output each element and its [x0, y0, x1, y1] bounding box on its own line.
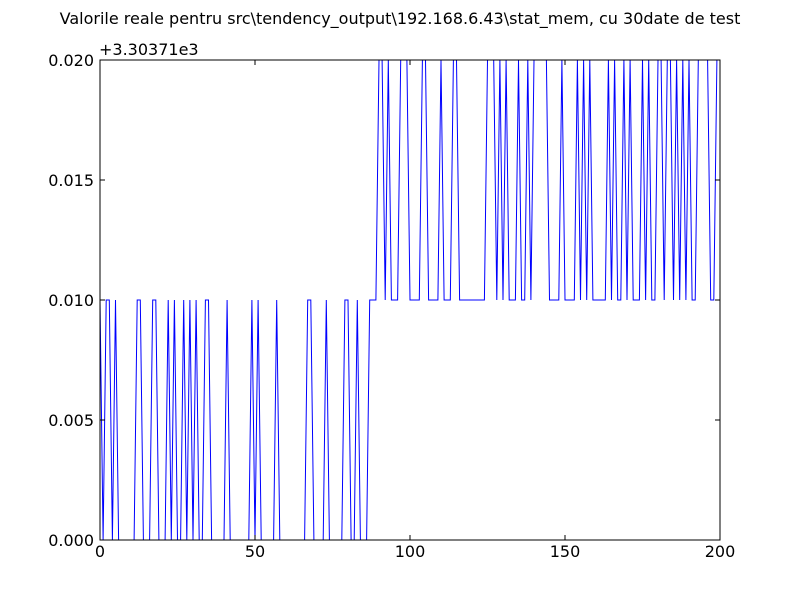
x-tick-label: 150: [550, 542, 581, 561]
y-tick-label: 0.000: [48, 531, 94, 550]
y-axis-offset-label: +3.30371e3: [99, 40, 199, 59]
x-tick-label: 0: [95, 542, 105, 561]
series-line: [99, 59, 720, 541]
x-tick-label: 200: [705, 542, 736, 561]
plot-frame: [99, 59, 721, 541]
series-layer: [99, 59, 720, 541]
y-tick-label: 0.010: [48, 291, 94, 310]
chart-title: Valorile reale pentru src\tendency_outpu…: [60, 9, 741, 29]
x-tick-label: 50: [245, 542, 265, 561]
y-tick-label: 0.005: [48, 411, 94, 430]
y-tick-label: 0.020: [48, 51, 94, 70]
y-tick-label: 0.015: [48, 171, 94, 190]
ticks-layer: 0 50 100 150 200 0.000 0.005 0.010 0.015 0.020: [48, 51, 735, 561]
x-tick-label: 100: [395, 542, 426, 561]
